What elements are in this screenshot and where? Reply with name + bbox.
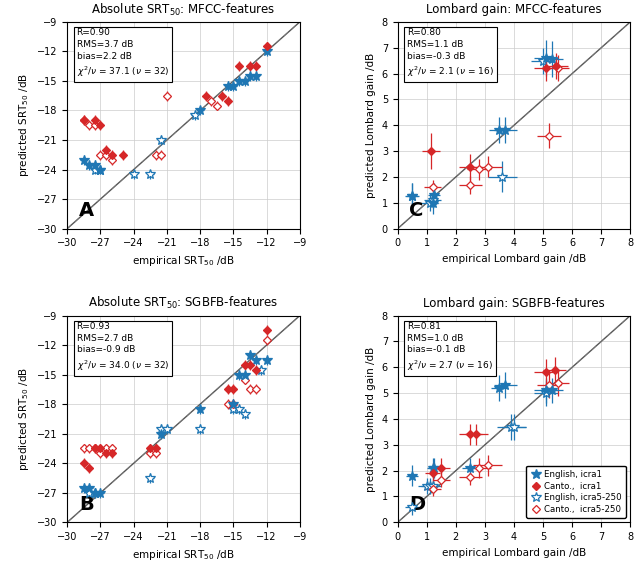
- Title: Lombard gain: MFCC-features: Lombard gain: MFCC-features: [426, 3, 602, 17]
- Text: D: D: [410, 495, 426, 514]
- Text: B: B: [79, 495, 93, 514]
- X-axis label: empirical Lombard gain /dB: empirical Lombard gain /dB: [442, 254, 586, 264]
- Y-axis label: predicted Lombard gain /dB: predicted Lombard gain /dB: [366, 53, 376, 198]
- Title: Lombard gain: SGBFB-features: Lombard gain: SGBFB-features: [423, 297, 605, 310]
- Text: R=0.93
RMS=2.7 dB
bias=-0.9 dB
$\chi^2/\nu$ = 34.0 ($\nu$ = 32): R=0.93 RMS=2.7 dB bias=-0.9 dB $\chi^2/\…: [77, 321, 169, 373]
- X-axis label: empirical Lombard gain /dB: empirical Lombard gain /dB: [442, 548, 586, 557]
- Title: Absolute SRT$_{50}$: MFCC-features: Absolute SRT$_{50}$: MFCC-features: [92, 2, 276, 18]
- Text: R=0.80
RMS=1.1 dB
bias=-0.3 dB
$\chi^2/\nu$ = 2.1 ($\nu$ = 16): R=0.80 RMS=1.1 dB bias=-0.3 dB $\chi^2/\…: [407, 28, 494, 79]
- Text: R=0.81
RMS=1.0 dB
bias=-0.1 dB
$\chi^2/\nu$ = 2.7 ($\nu$ = 16): R=0.81 RMS=1.0 dB bias=-0.1 dB $\chi^2/\…: [407, 321, 493, 373]
- Text: A: A: [79, 201, 94, 220]
- Y-axis label: predicted SRT$_{50}$ /dB: predicted SRT$_{50}$ /dB: [17, 73, 31, 177]
- X-axis label: empirical SRT$_{50}$ /dB: empirical SRT$_{50}$ /dB: [132, 548, 235, 561]
- X-axis label: empirical SRT$_{50}$ /dB: empirical SRT$_{50}$ /dB: [132, 254, 235, 268]
- Title: Absolute SRT$_{50}$: SGBFB-features: Absolute SRT$_{50}$: SGBFB-features: [88, 295, 279, 311]
- Text: R=0.90
RMS=3.7 dB
bias=2.2 dB
$\chi^2/\nu$ = 37.1 ($\nu$ = 32): R=0.90 RMS=3.7 dB bias=2.2 dB $\chi^2/\n…: [77, 28, 169, 79]
- Y-axis label: predicted SRT$_{50}$ /dB: predicted SRT$_{50}$ /dB: [17, 367, 31, 471]
- Legend: English, icra1, Canto.,  icra1, English, icra5-250, Canto.,  icra5-250: English, icra1, Canto., icra1, English, …: [526, 466, 626, 518]
- Y-axis label: predicted Lombard gain /dB: predicted Lombard gain /dB: [366, 346, 376, 491]
- Text: C: C: [410, 201, 424, 220]
